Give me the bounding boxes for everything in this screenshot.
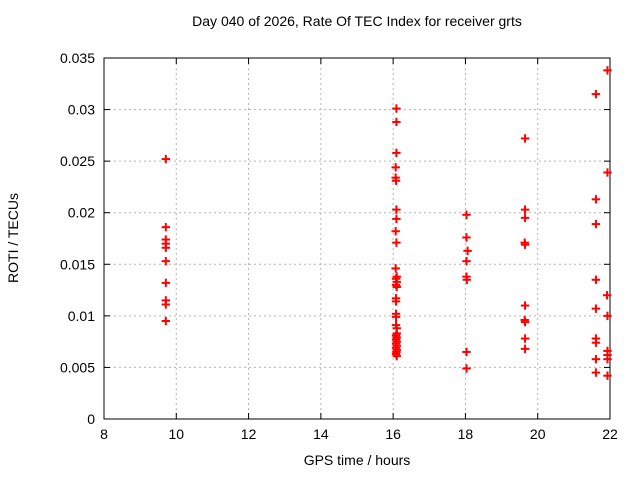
- data-point-marker: [161, 300, 171, 309]
- data-point-marker: [603, 311, 612, 321]
- x-tick-label: 10: [168, 426, 184, 442]
- y-tick-label: 0.01: [68, 308, 95, 324]
- data-point-marker: [520, 213, 530, 223]
- data-point-marker: [591, 354, 601, 364]
- data-point-marker: [391, 227, 400, 236]
- x-tick-label: 20: [530, 426, 546, 442]
- data-point-marker: [591, 219, 601, 229]
- y-tick-label: 0.03: [68, 102, 95, 118]
- x-axis-label: GPS time / hours: [304, 452, 411, 468]
- data-point-marker: [520, 317, 530, 327]
- data-point-marker: [161, 222, 171, 232]
- data-point-marker: [161, 256, 171, 266]
- data-point-marker: [520, 301, 530, 310]
- x-tick-label: 14: [313, 426, 329, 442]
- data-point-marker: [602, 291, 612, 300]
- x-tick-labels: 8 10 12 14 16 18 20 22: [100, 426, 618, 442]
- data-point-marker: [591, 89, 601, 99]
- y-tick-label: 0.015: [60, 256, 95, 272]
- y-tick-label: 0.02: [68, 205, 95, 221]
- data-point-marker: [603, 168, 612, 177]
- data-point-marker: [591, 304, 601, 313]
- data-points: [161, 66, 612, 380]
- gridlines: [104, 58, 610, 419]
- data-point-marker: [463, 246, 472, 256]
- data-point-marker: [161, 154, 171, 164]
- axis-ticks: [103, 57, 611, 420]
- x-tick-label: 8: [100, 426, 108, 442]
- data-point-marker: [161, 278, 171, 288]
- y-tick-labels: 0 0.005 0.01 0.015 0.02 0.025 0.03 0.035: [60, 50, 95, 427]
- data-point-marker: [462, 256, 471, 266]
- y-tick-label: 0: [87, 411, 95, 427]
- data-point-marker: [591, 275, 601, 284]
- data-point-marker: [391, 312, 401, 322]
- data-point-marker: [391, 297, 401, 306]
- y-axis-label: ROTI / TECUs: [5, 193, 21, 283]
- x-tick-label: 18: [458, 426, 474, 442]
- data-point-marker: [603, 371, 612, 380]
- data-point-marker: [161, 243, 171, 252]
- data-point-marker: [603, 66, 612, 75]
- data-point-marker: [520, 240, 530, 249]
- data-point-marker: [591, 195, 601, 204]
- x-tick-label: 22: [602, 426, 618, 442]
- data-point-marker: [392, 238, 401, 247]
- plot-frame: [103, 57, 611, 420]
- data-point-marker: [391, 163, 400, 172]
- data-point-marker: [391, 176, 401, 185]
- y-tick-label: 0.025: [60, 153, 95, 169]
- data-point-marker: [462, 233, 471, 242]
- y-tick-label: 0.005: [60, 359, 95, 375]
- data-point-marker: [392, 214, 401, 224]
- data-point-marker: [520, 344, 530, 354]
- data-point-marker: [392, 351, 401, 361]
- data-point-marker: [391, 264, 400, 273]
- data-point-marker: [520, 334, 530, 343]
- chart-title: Day 040 of 2026, Rate Of TEC Index for r…: [192, 13, 522, 29]
- x-tick-label: 16: [385, 426, 401, 442]
- x-tick-label: 12: [241, 426, 257, 442]
- data-point-marker: [161, 316, 171, 326]
- data-point-marker: [591, 368, 601, 377]
- data-point-marker: [462, 210, 471, 219]
- data-point-marker: [392, 148, 401, 158]
- data-point-marker: [520, 134, 530, 143]
- data-point-marker: [462, 364, 471, 373]
- data-point-marker: [462, 347, 471, 357]
- data-point-marker: [591, 338, 601, 347]
- data-point-marker: [520, 205, 530, 214]
- data-point-marker: [462, 275, 472, 284]
- data-point-marker: [392, 282, 401, 292]
- y-tick-label: 0.035: [60, 50, 95, 66]
- data-point-marker: [392, 104, 401, 113]
- data-point-marker: [392, 117, 401, 127]
- data-point-marker: [603, 354, 612, 364]
- data-point-marker: [392, 205, 401, 214]
